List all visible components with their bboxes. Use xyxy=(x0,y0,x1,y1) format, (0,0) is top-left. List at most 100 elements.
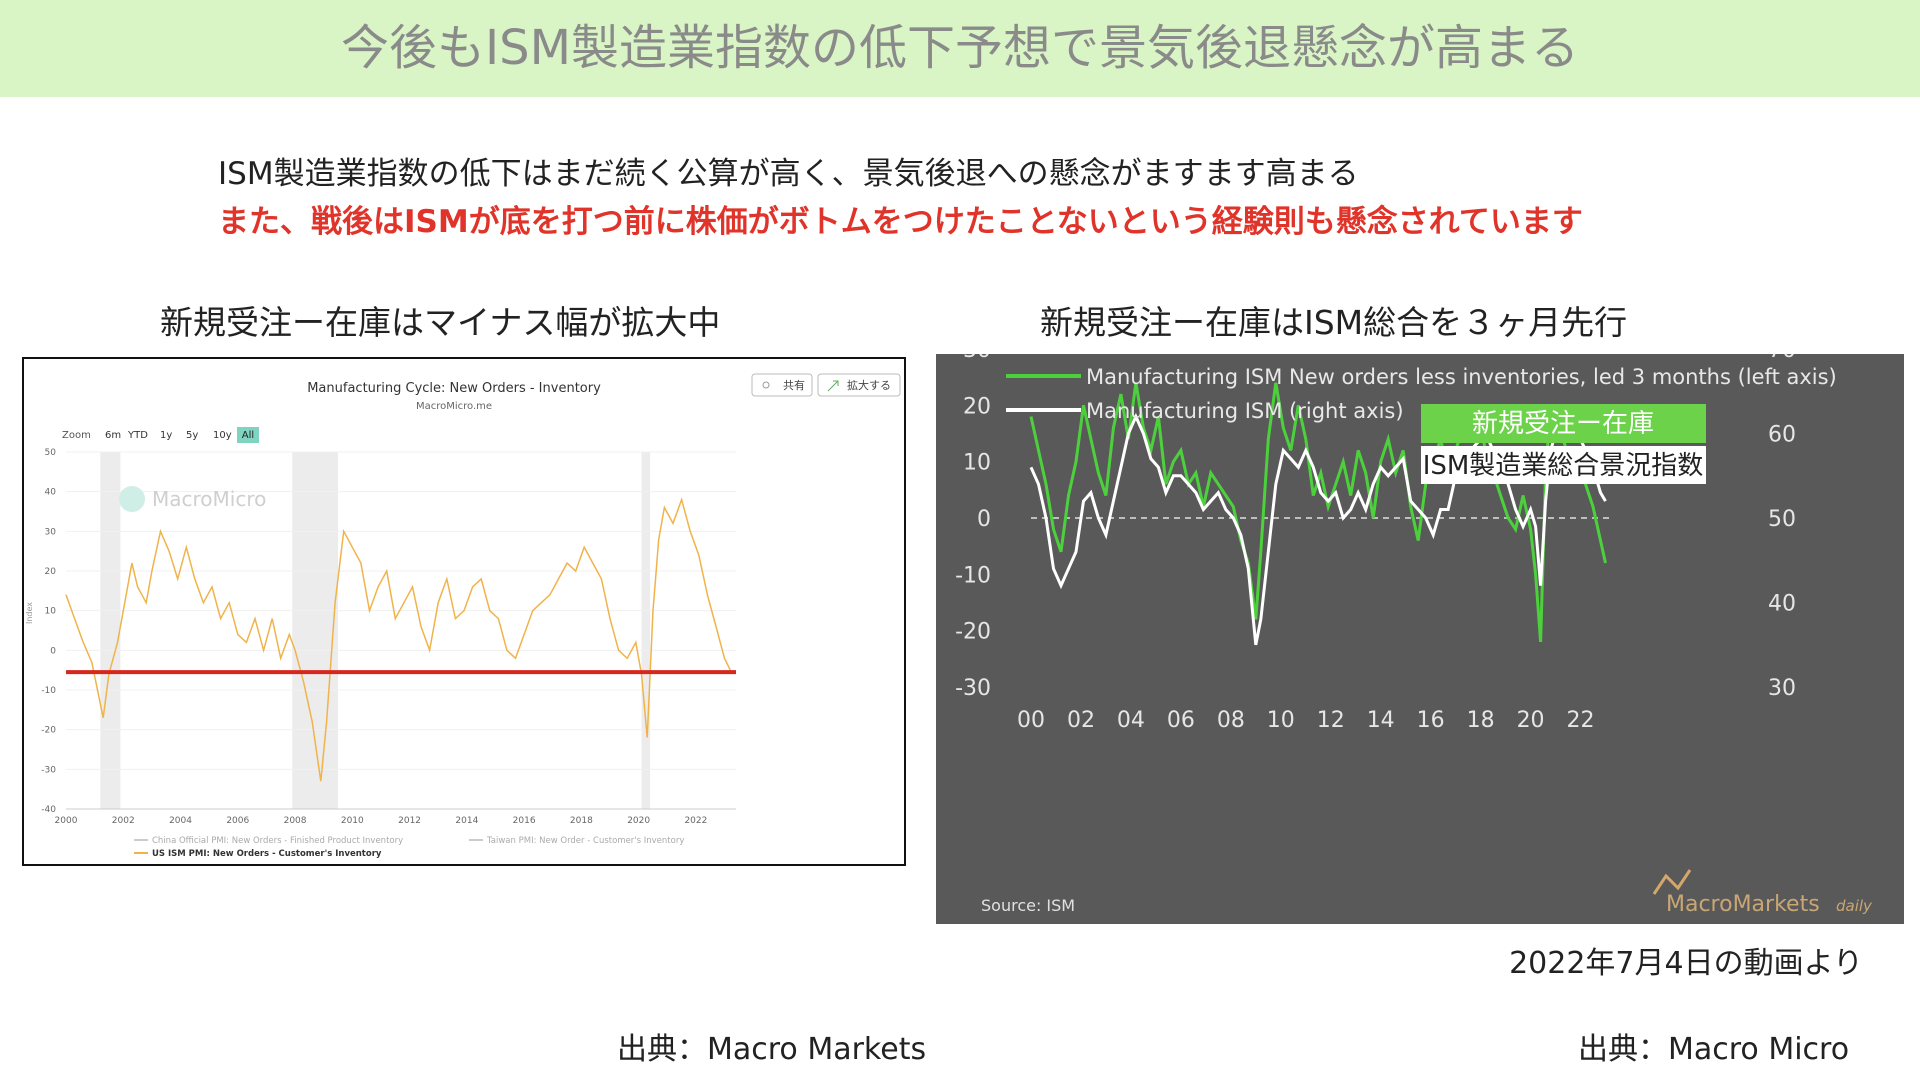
y-tick-label: -10 xyxy=(41,686,56,696)
y-tick-label: 10 xyxy=(45,607,57,617)
y-tick-label: -40 xyxy=(41,805,56,815)
x-tick-label: 14 xyxy=(1367,708,1395,733)
right-y-tick-label: 30 xyxy=(1768,676,1796,701)
logo-suffix: daily xyxy=(1836,897,1873,915)
legend-item-us-ism[interactable]: US ISM PMI: New Orders - Customer's Inve… xyxy=(134,849,382,859)
source-right: 出典：Macro Micro xyxy=(1578,1032,1850,1067)
x-tick-label: 12 xyxy=(1317,708,1345,733)
expand-button-label: 拡大する xyxy=(847,378,891,392)
zoom-6m-button[interactable]: 6m xyxy=(105,430,121,441)
us-ism-series-line xyxy=(65,497,731,782)
x-tick-label: 22 xyxy=(1567,708,1595,733)
left-chart-panel: Manufacturing Cycle: New Orders - Invent… xyxy=(22,357,906,866)
x-tick-label: 2016 xyxy=(513,816,536,826)
zoom-1y-button[interactable]: 1y xyxy=(160,430,172,441)
left-y-tick-label: -30 xyxy=(955,676,991,701)
x-tick-label: 2010 xyxy=(341,816,364,826)
zoom-ytd-button[interactable]: YTD xyxy=(127,430,148,441)
left-y-tick-label: 30 xyxy=(963,354,991,363)
right-chart-caption: 新規受注ー在庫はISM総合を３ヶ月先行 xyxy=(1040,303,1628,342)
recession-band xyxy=(100,452,121,809)
svg-text:5y: 5y xyxy=(186,430,198,441)
white-label-text: ISM製造業総合景況指数 xyxy=(1423,451,1704,481)
ism-manufacturing-line xyxy=(1029,412,1607,646)
left-y-tick-label: 0 xyxy=(977,507,991,532)
x-tick-label: 2020 xyxy=(627,816,650,826)
legend-item-china[interactable]: China Official PMI: New Orders - Finishe… xyxy=(134,836,403,846)
x-tick-label: 00 xyxy=(1017,708,1045,733)
zoom-10y-button[interactable]: 10y xyxy=(213,430,232,441)
green-series-label-box: 新規受注ー在庫 xyxy=(1421,404,1706,443)
left-legend: China Official PMI: New Orders - Finishe… xyxy=(134,836,684,859)
x-tick-label: 06 xyxy=(1167,708,1195,733)
y-tick-label: 30 xyxy=(45,527,57,537)
y-tick-label: 40 xyxy=(45,488,57,498)
left-y-axis-label: Index xyxy=(25,602,34,624)
x-tick-label: 2006 xyxy=(226,816,249,826)
x-tick-label: 16 xyxy=(1417,708,1445,733)
legend-item-taiwan[interactable]: Taiwan PMI: New Order - Customer's Inven… xyxy=(469,836,684,846)
left-chart-subtitle: MacroMicro.me xyxy=(416,401,492,412)
share-button-label: 共有 xyxy=(783,378,805,392)
x-tick-label: 2004 xyxy=(169,816,192,826)
logo-text: MacroMarkets xyxy=(1666,892,1820,917)
svg-text:China Official PMI: New Orders: China Official PMI: New Orders - Finishe… xyxy=(152,836,403,846)
left-y-tick-label: 10 xyxy=(963,451,991,476)
x-tick-label: 02 xyxy=(1067,708,1095,733)
right-y-tick-label: 70 xyxy=(1768,354,1796,363)
x-tick-label: 04 xyxy=(1117,708,1145,733)
y-tick-label: 0 xyxy=(50,646,56,656)
macromarkets-logo: MacroMarkets daily xyxy=(1652,869,1873,917)
right-chart-source: Source: ISM xyxy=(981,896,1075,915)
x-tick-label: 2018 xyxy=(570,816,593,826)
white-series-label-box: ISM製造業総合景況指数 xyxy=(1421,446,1706,484)
x-tick-label: 10 xyxy=(1267,708,1295,733)
watermark-text: MacroMicro xyxy=(152,487,266,511)
right-legend: Manufacturing ISM New orders less invent… xyxy=(1006,365,1837,423)
right-y-tick-label: 50 xyxy=(1768,507,1796,532)
svg-text:10y: 10y xyxy=(213,430,232,441)
source-left: 出典：Macro Markets xyxy=(617,1032,927,1067)
right-chart: 30 20 10 0 -10 -20 -30 70 60 50 40 30 00 02 04 06 08 10 12… xyxy=(955,338,1873,917)
share-button[interactable]: 共有 xyxy=(751,373,813,397)
recession-band xyxy=(292,452,339,809)
svg-text:6m: 6m xyxy=(105,430,121,441)
recession-band xyxy=(641,452,651,809)
expand-button[interactable]: 拡大する xyxy=(817,373,901,397)
svg-text:All: All xyxy=(242,430,254,441)
x-tick-label: 2002 xyxy=(112,816,135,826)
left-chart: Manufacturing Cycle: New Orders - Invent… xyxy=(25,373,901,859)
legend-green-label: Manufacturing ISM New orders less invent… xyxy=(1086,365,1837,389)
logo-icon xyxy=(1652,869,1692,895)
zoom-all-button[interactable]: All xyxy=(237,427,259,443)
video-date-note: 2022年7月4日の動画より xyxy=(1509,946,1863,981)
right-chart-panel: 30 20 10 0 -10 -20 -30 70 60 50 40 30 00 02 04 06 08 10 12… xyxy=(936,338,1904,924)
svg-text:Taiwan PMI: New Order - Custom: Taiwan PMI: New Order - Customer's Inven… xyxy=(486,836,684,846)
y-tick-label: 20 xyxy=(45,567,57,577)
x-tick-label: 18 xyxy=(1467,708,1495,733)
x-tick-label: 2012 xyxy=(398,816,421,826)
zoom-5y-button[interactable]: 5y xyxy=(186,430,198,441)
left-y-tick-label: -10 xyxy=(955,563,991,588)
x-tick-label: 08 xyxy=(1217,708,1245,733)
left-y-tick-label: -20 xyxy=(955,620,991,645)
share-icon xyxy=(762,381,770,389)
intro-line-2: また、戦後はISMが底を打つ前に株価がボトムをつけたことないという経験則も懸念さ… xyxy=(218,204,1583,240)
x-tick-label: 2014 xyxy=(455,816,478,826)
page-title: 今後もISM製造業指数の低下予想で景気後退懸念が高まる xyxy=(340,20,1580,76)
watermark: MacroMicro xyxy=(119,486,266,512)
x-tick-label: 2022 xyxy=(684,816,707,826)
legend-white-label: Manufacturing ISM (right axis) xyxy=(1086,399,1404,423)
y-tick-label: 50 xyxy=(45,448,57,458)
left-y-tick-label: 20 xyxy=(963,394,991,419)
y-tick-label: -20 xyxy=(41,726,56,736)
x-tick-label: 20 xyxy=(1517,708,1545,733)
x-tick-label: 2000 xyxy=(55,816,78,826)
right-y-tick-label: 40 xyxy=(1768,592,1796,617)
right-y-tick-label: 60 xyxy=(1768,423,1796,448)
intro-line-1: ISM製造業指数の低下はまだ続く公算が高く、景気後退への懸念がますます高まる xyxy=(218,156,1359,192)
right-plot-area: 30 20 10 0 -10 -20 -30 70 60 50 40 30 00 02 04 06 08 10 12… xyxy=(955,338,1796,733)
svg-text:1y: 1y xyxy=(160,430,172,441)
green-label-text: 新規受注ー在庫 xyxy=(1472,409,1654,439)
